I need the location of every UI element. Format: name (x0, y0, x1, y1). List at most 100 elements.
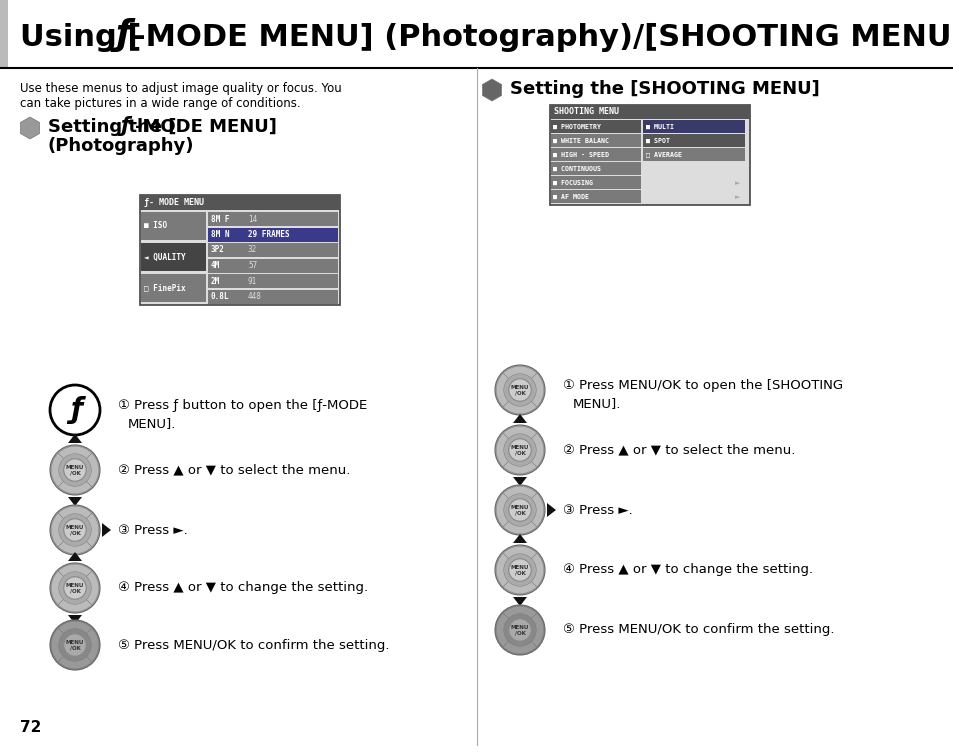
Text: 0.8L: 0.8L (211, 292, 230, 301)
Text: MENU
/OK: MENU /OK (510, 565, 529, 575)
Text: ③ Press ►.: ③ Press ►. (118, 523, 188, 537)
Polygon shape (68, 497, 82, 506)
Text: MENU
/OK: MENU /OK (66, 639, 84, 650)
Circle shape (64, 519, 86, 541)
Text: Setting the [SHOOTING MENU]: Setting the [SHOOTING MENU] (510, 80, 819, 98)
FancyBboxPatch shape (141, 243, 206, 271)
FancyBboxPatch shape (642, 148, 744, 161)
FancyBboxPatch shape (551, 134, 640, 147)
Wedge shape (87, 453, 99, 487)
Wedge shape (58, 446, 91, 458)
Text: MENU
/OK: MENU /OK (66, 525, 84, 535)
Text: ◄ QUALITY: ◄ QUALITY (144, 252, 186, 261)
Wedge shape (496, 433, 508, 467)
Polygon shape (513, 414, 526, 423)
Text: -MODE MENU] (Photography)/[SHOOTING MENU]: -MODE MENU] (Photography)/[SHOOTING MENU… (132, 23, 953, 53)
Text: MENU].: MENU]. (128, 418, 176, 430)
FancyBboxPatch shape (551, 162, 640, 175)
Wedge shape (58, 657, 91, 669)
Circle shape (508, 559, 531, 581)
Circle shape (64, 577, 86, 599)
Wedge shape (58, 621, 91, 633)
Circle shape (495, 485, 544, 535)
Wedge shape (87, 572, 99, 605)
Wedge shape (502, 606, 537, 618)
FancyBboxPatch shape (141, 212, 206, 240)
Polygon shape (68, 615, 82, 624)
Text: MENU
/OK: MENU /OK (510, 385, 529, 395)
Wedge shape (51, 572, 64, 605)
FancyBboxPatch shape (208, 289, 337, 304)
Text: 32: 32 (248, 245, 257, 254)
Text: ■ ISO: ■ ISO (144, 221, 167, 230)
Circle shape (50, 620, 100, 670)
Text: 14: 14 (248, 214, 257, 223)
Circle shape (495, 365, 544, 415)
Wedge shape (496, 553, 508, 587)
FancyBboxPatch shape (551, 190, 640, 203)
Circle shape (508, 499, 531, 521)
Wedge shape (58, 599, 91, 612)
Text: ■ WHITE BALANC: ■ WHITE BALANC (553, 137, 608, 143)
Text: MENU
/OK: MENU /OK (66, 583, 84, 593)
Polygon shape (546, 503, 556, 517)
Wedge shape (531, 373, 543, 407)
Text: ① Press MENU/OK to open the [SHOOTING: ① Press MENU/OK to open the [SHOOTING (562, 378, 842, 392)
Text: ■ CONTINUOUS: ■ CONTINUOUS (553, 165, 600, 171)
Circle shape (50, 445, 100, 495)
Wedge shape (502, 461, 537, 473)
Text: Using [: Using [ (20, 23, 141, 53)
Polygon shape (513, 597, 526, 606)
FancyBboxPatch shape (208, 274, 337, 288)
Circle shape (64, 633, 86, 656)
Polygon shape (513, 477, 526, 486)
Circle shape (508, 439, 531, 461)
Text: 29 FRAMES: 29 FRAMES (248, 230, 290, 239)
Text: 2M: 2M (211, 276, 220, 285)
Text: MENU].: MENU]. (573, 397, 620, 411)
Text: 4M: 4M (211, 261, 220, 270)
Text: ►: ► (735, 180, 740, 186)
Circle shape (495, 425, 544, 475)
Circle shape (508, 379, 531, 401)
Text: SHOOTING MENU: SHOOTING MENU (554, 107, 618, 116)
Circle shape (64, 459, 86, 481)
Text: MENU
/OK: MENU /OK (66, 465, 84, 475)
Wedge shape (58, 507, 91, 519)
Text: MENU
/OK: MENU /OK (510, 505, 529, 515)
Text: 8M F: 8M F (211, 214, 230, 223)
Wedge shape (531, 553, 543, 587)
Text: ►: ► (735, 194, 740, 200)
Text: 91: 91 (248, 276, 257, 285)
Text: □ FinePix: □ FinePix (144, 283, 186, 292)
Polygon shape (482, 79, 501, 101)
Circle shape (495, 605, 544, 655)
Wedge shape (58, 541, 91, 553)
Text: -MODE MENU]: -MODE MENU] (135, 118, 276, 136)
Text: ② Press ▲ or ▼ to select the menu.: ② Press ▲ or ▼ to select the menu. (562, 443, 795, 457)
Text: ⑤ Press MENU/OK to confirm the setting.: ⑤ Press MENU/OK to confirm the setting. (118, 639, 389, 652)
Wedge shape (531, 613, 543, 647)
Text: 448: 448 (248, 292, 262, 301)
Polygon shape (68, 552, 82, 561)
FancyBboxPatch shape (0, 0, 8, 68)
FancyBboxPatch shape (140, 195, 339, 305)
Text: ⑤ Press MENU/OK to confirm the setting.: ⑤ Press MENU/OK to confirm the setting. (562, 624, 834, 636)
FancyBboxPatch shape (8, 0, 953, 68)
Wedge shape (496, 613, 508, 647)
Circle shape (50, 563, 100, 613)
FancyBboxPatch shape (208, 227, 337, 242)
Wedge shape (502, 547, 537, 559)
Text: 57: 57 (248, 261, 257, 270)
Wedge shape (51, 628, 64, 662)
FancyBboxPatch shape (208, 243, 337, 257)
Text: ① Press ƒ button to open the [ƒ-MODE: ① Press ƒ button to open the [ƒ-MODE (118, 399, 367, 411)
Wedge shape (502, 427, 537, 439)
Text: ■ PHOTOMETRY: ■ PHOTOMETRY (553, 124, 600, 130)
FancyBboxPatch shape (642, 120, 744, 133)
FancyBboxPatch shape (208, 212, 337, 226)
Text: Setting the [: Setting the [ (48, 118, 176, 136)
Polygon shape (20, 117, 39, 139)
Text: ④ Press ▲ or ▼ to change the setting.: ④ Press ▲ or ▼ to change the setting. (562, 563, 812, 577)
Text: ③ Press ►.: ③ Press ►. (562, 504, 632, 516)
